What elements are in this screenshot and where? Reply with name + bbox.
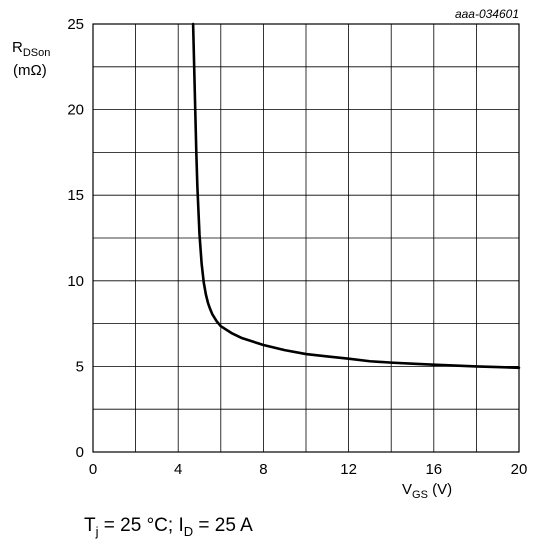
y-tick-labels: 0 5 10 15 20 25	[67, 16, 84, 461]
y-tick-label: 0	[76, 444, 84, 461]
y-tick-label: 25	[67, 16, 84, 33]
y-tick-label: 20	[67, 102, 84, 119]
x-tick-label: 16	[425, 461, 442, 478]
test-conditions: Tj = 25 °C; ID = 25 A	[84, 515, 253, 539]
grid-lines	[93, 24, 519, 452]
y-tick-label: 15	[67, 187, 84, 204]
plot-frame	[92, 23, 520, 453]
x-tick-label: 4	[174, 461, 182, 478]
x-axis-label: VGS (V)	[402, 481, 452, 501]
y-axis-label: RDSon	[12, 39, 50, 59]
y-tick-label: 5	[76, 358, 84, 375]
y-axis-unit: (mΩ)	[13, 62, 47, 79]
x-tick-labels: 0 4 8 12 16 20	[89, 461, 528, 478]
x-tick-label: 20	[511, 461, 528, 478]
x-tick-label: 8	[259, 461, 267, 478]
y-tick-label: 10	[67, 273, 84, 290]
x-tick-label: 0	[89, 461, 97, 478]
rdson-vs-vgs-curve	[191, 22, 521, 370]
x-tick-label: 12	[340, 461, 357, 478]
figure-id: aaa-034601	[455, 7, 519, 21]
